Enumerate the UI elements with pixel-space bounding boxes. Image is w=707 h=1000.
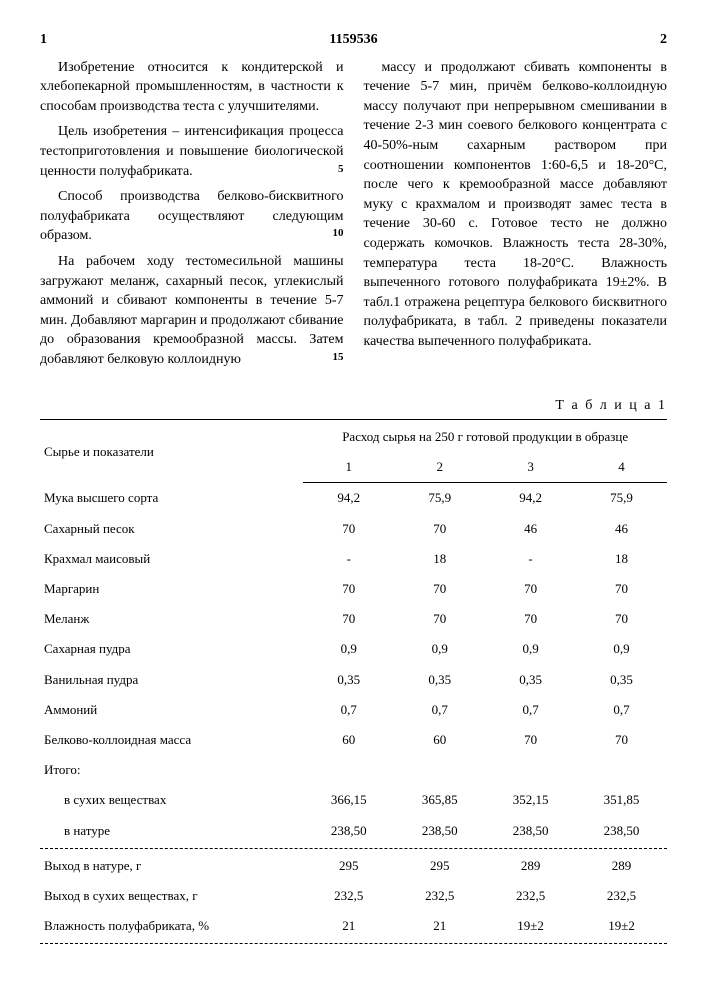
para: Изобретение относится к кондитерской и х… (40, 58, 344, 117)
row-label: Крахмал маисовый (40, 544, 303, 574)
cell: 289 (576, 851, 667, 881)
cell: 232,5 (576, 881, 667, 911)
table-rule-dashed (40, 848, 667, 849)
cell: 19±2 (485, 911, 576, 941)
cell: 70 (303, 514, 394, 544)
row-label: в натуре (40, 816, 303, 846)
page-num-left: 1 (40, 30, 47, 50)
cell: 0,35 (485, 665, 576, 695)
para: На рабочем ходу тестомесильной машины за… (40, 252, 344, 370)
cell: 0,35 (394, 665, 485, 695)
table-rule (40, 419, 667, 420)
cell: 238,50 (394, 816, 485, 846)
subtotal-label: Итого: (40, 755, 667, 785)
cell: 18 (576, 544, 667, 574)
cell: 238,50 (303, 816, 394, 846)
cell: 0,9 (576, 634, 667, 664)
cell: 0,9 (485, 634, 576, 664)
cell: 70 (394, 514, 485, 544)
cell: 70 (576, 574, 667, 604)
col-num: 4 (576, 452, 667, 483)
cell: 19±2 (576, 911, 667, 941)
cell: 232,5 (485, 881, 576, 911)
cell: 0,35 (303, 665, 394, 695)
para: массу и продолжают сбивать компоненты в … (364, 58, 668, 352)
cell: 365,85 (394, 785, 485, 815)
cell: - (485, 544, 576, 574)
cell: 70 (576, 725, 667, 755)
cell: 70 (303, 604, 394, 634)
table-caption: Т а б л и ц а 1 (40, 396, 667, 416)
cell: 70 (576, 604, 667, 634)
cell: 0,9 (303, 634, 394, 664)
cell: 0,9 (394, 634, 485, 664)
cell: 238,50 (576, 816, 667, 846)
cell: 0,7 (394, 695, 485, 725)
cell: 70 (485, 574, 576, 604)
cell: 0,7 (303, 695, 394, 725)
cell: 21 (394, 911, 485, 941)
para: Способ производства белково-бисквитного … (40, 187, 344, 246)
row-label: Сахарная пудра (40, 634, 303, 664)
cell: 21 (303, 911, 394, 941)
row-label: Ванильная пудра (40, 665, 303, 695)
row-label: Меланж (40, 604, 303, 634)
cell: 94,2 (485, 483, 576, 514)
cell: 352,15 (485, 785, 576, 815)
cell: 70 (303, 574, 394, 604)
cell: 0,35 (576, 665, 667, 695)
cell: 75,9 (394, 483, 485, 514)
col-header-label: Сырье и показатели (40, 422, 303, 483)
row-label: Влажность полуфабриката, % (40, 911, 303, 941)
row-label: в сухих веществах (40, 785, 303, 815)
line-marker: 15 (315, 350, 344, 365)
cell: 0,7 (576, 695, 667, 725)
cell: 46 (485, 514, 576, 544)
row-label: Мука высшего сорта (40, 483, 303, 514)
para: Цель изобретения – интенсификация процес… (40, 122, 344, 181)
row-label: Выход в сухих веществах, г (40, 881, 303, 911)
body-columns: Изобретение относится к кондитерской и х… (40, 58, 667, 376)
cell: 295 (303, 851, 394, 881)
cell: 60 (303, 725, 394, 755)
row-label: Выход в натуре, г (40, 851, 303, 881)
col-num: 1 (303, 452, 394, 483)
cell: 70 (485, 604, 576, 634)
cell: 351,85 (576, 785, 667, 815)
cell: 70 (394, 574, 485, 604)
cell: 295 (394, 851, 485, 881)
row-label: Маргарин (40, 574, 303, 604)
cell: - (303, 544, 394, 574)
col-num: 2 (394, 452, 485, 483)
row-label: Аммоний (40, 695, 303, 725)
cell: 238,50 (485, 816, 576, 846)
cell: 60 (394, 725, 485, 755)
col-num: 3 (485, 452, 576, 483)
col-header-group: Расход сырья на 250 г готовой продукции … (303, 422, 667, 452)
right-column: массу и продолжают сбивать компоненты в … (364, 58, 668, 376)
line-marker: 5 (320, 162, 344, 177)
cell: 232,5 (394, 881, 485, 911)
cell: 0,7 (485, 695, 576, 725)
doc-number: 1159536 (329, 30, 377, 50)
left-column: Изобретение относится к кондитерской и х… (40, 58, 344, 376)
table-rule-dashed (40, 943, 667, 944)
row-label: Белково-коллоидная масса (40, 725, 303, 755)
cell: 75,9 (576, 483, 667, 514)
cell: 289 (485, 851, 576, 881)
page-numbers: 1 1159536 2 (40, 30, 667, 50)
cell: 46 (576, 514, 667, 544)
cell: 18 (394, 544, 485, 574)
row-label: Сахарный песок (40, 514, 303, 544)
line-marker: 10 (315, 226, 344, 241)
cell: 232,5 (303, 881, 394, 911)
cell: 70 (485, 725, 576, 755)
recipe-table-bottom: Выход в натуре, г295295289289Выход в сух… (40, 851, 667, 942)
cell: 366,15 (303, 785, 394, 815)
cell: 94,2 (303, 483, 394, 514)
recipe-table: Сырье и показатели Расход сырья на 250 г… (40, 422, 667, 846)
page-num-right: 2 (660, 30, 667, 50)
cell: 70 (394, 604, 485, 634)
